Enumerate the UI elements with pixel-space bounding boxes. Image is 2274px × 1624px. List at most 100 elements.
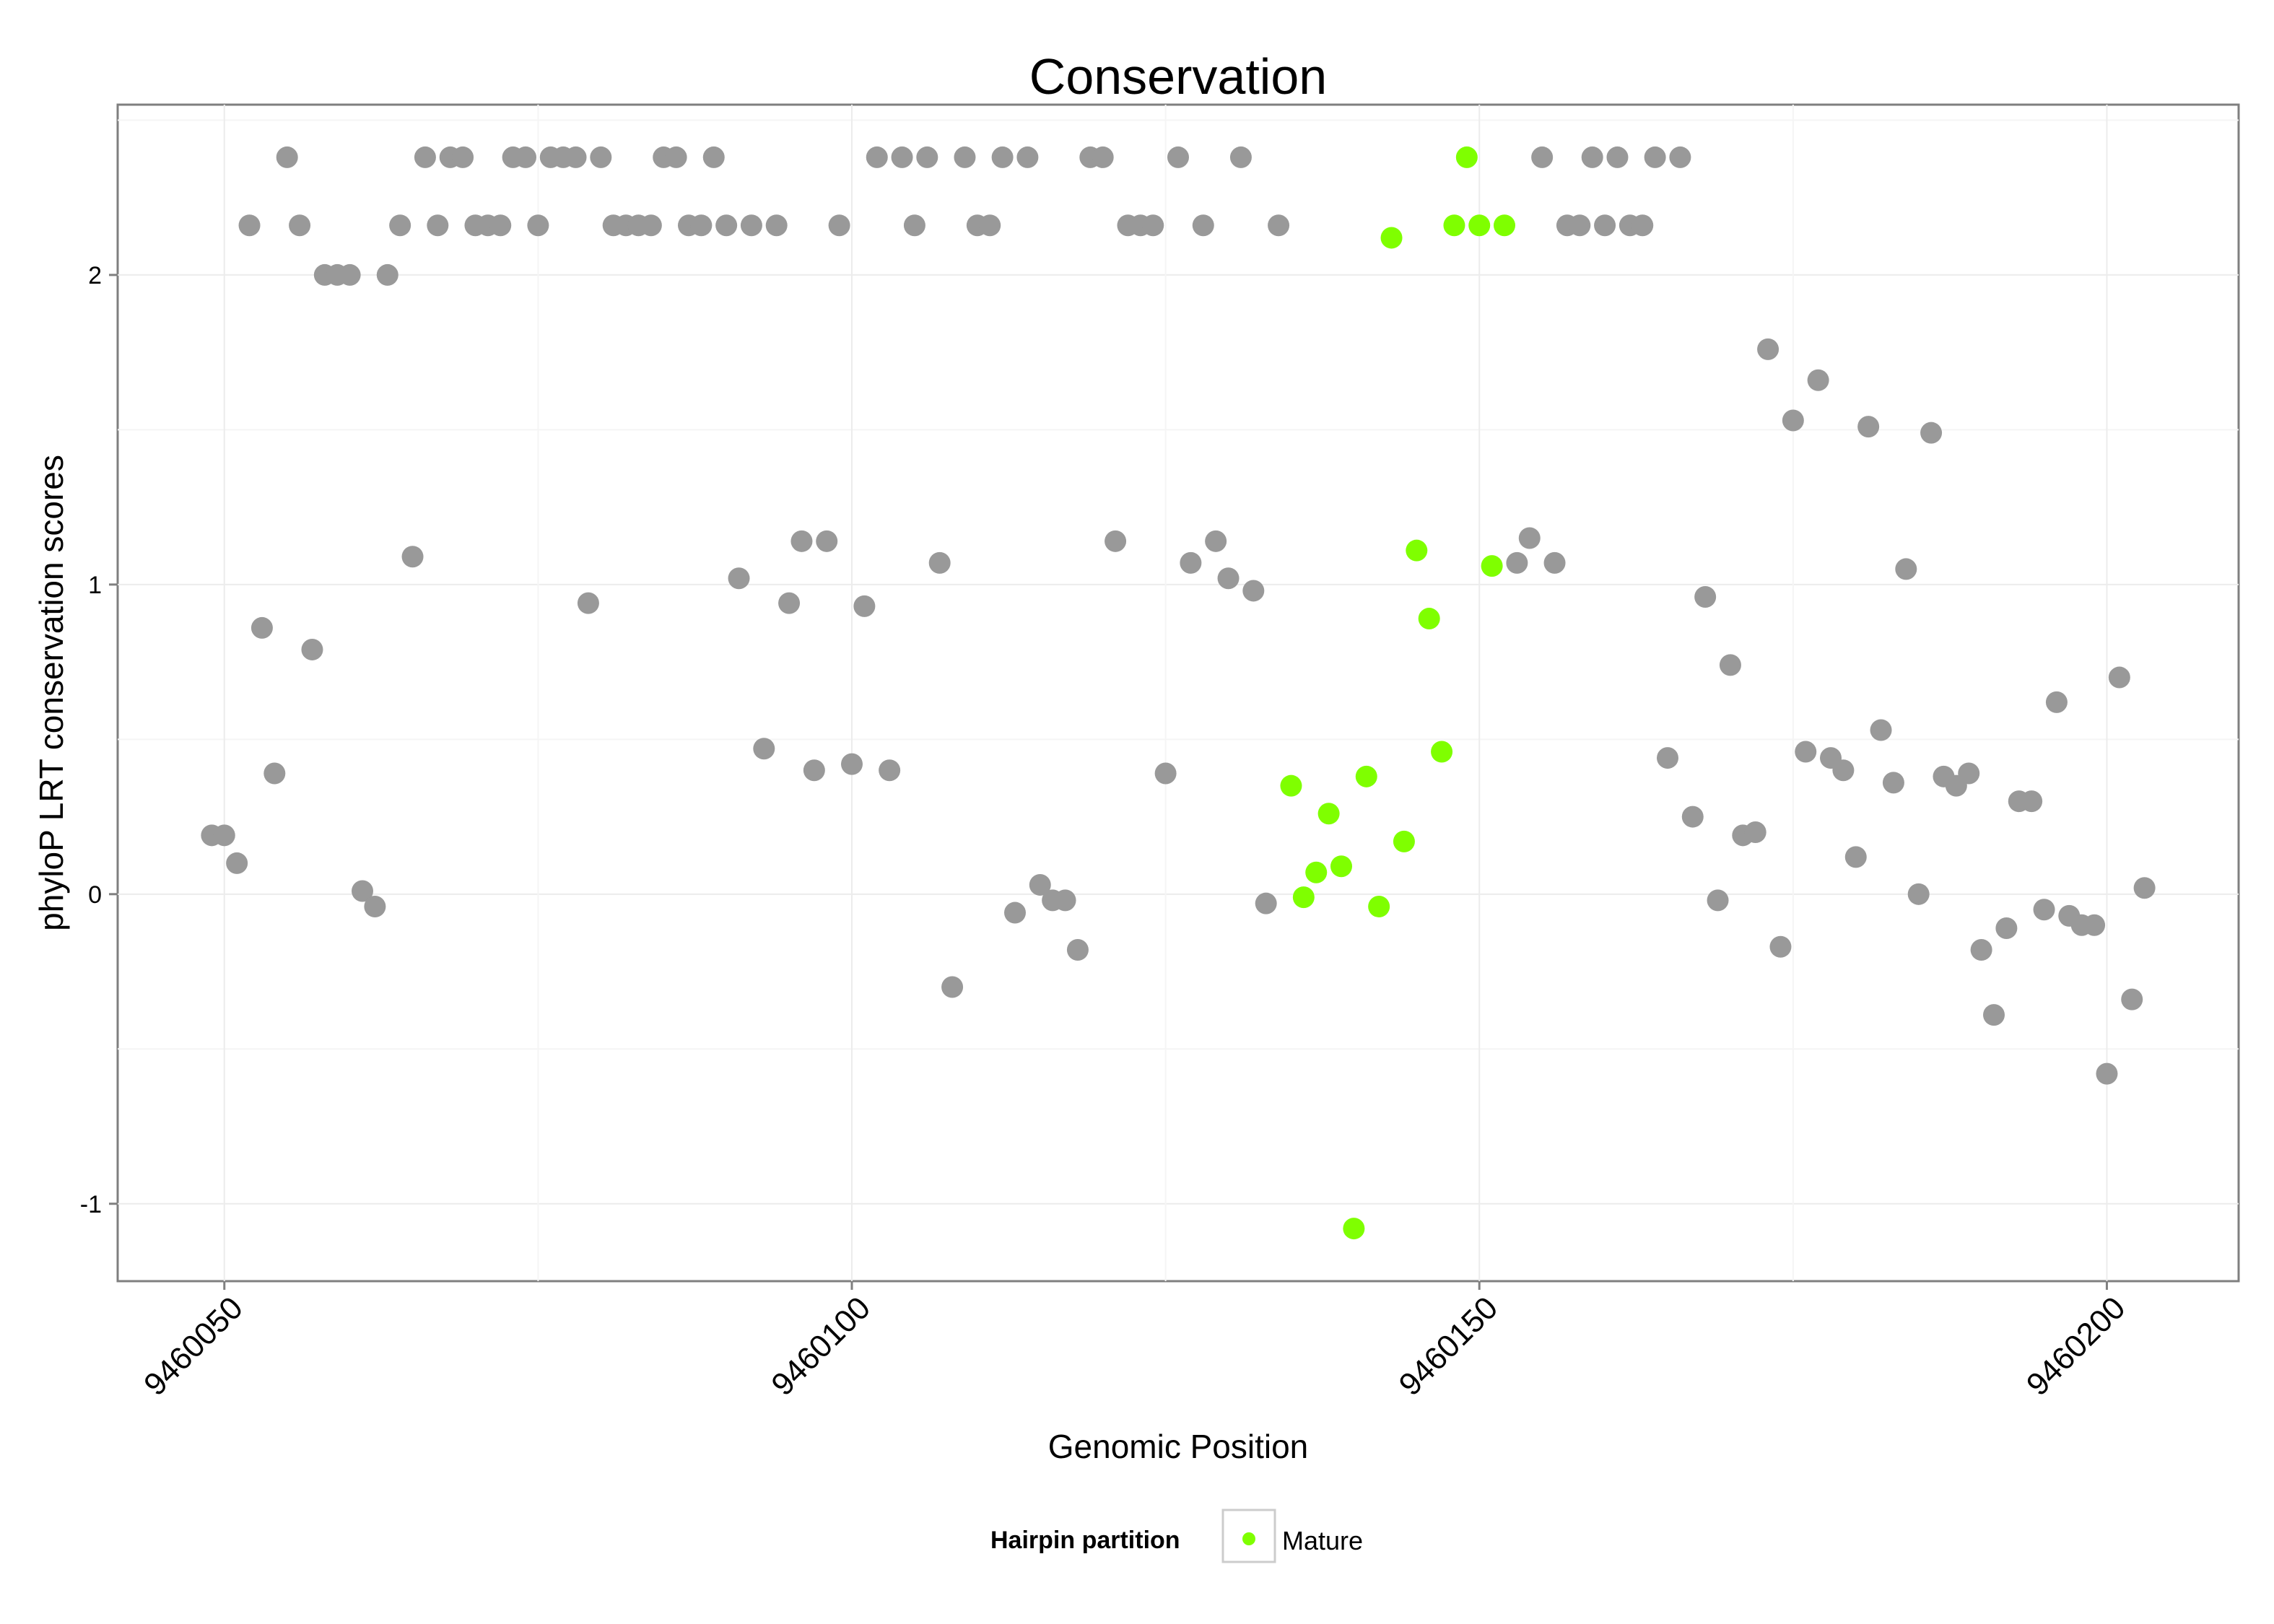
- point-mature: [1305, 862, 1327, 883]
- chart-title: Conservation: [1029, 48, 1327, 105]
- legend-label-mature: Mature: [1282, 1526, 1363, 1555]
- point-other: [1694, 586, 1716, 608]
- point-other: [790, 531, 812, 552]
- conservation-scatter-chart: -10129460050 9460100 9460150 9460200 Conser…: [0, 0, 2274, 1624]
- point-other: [728, 567, 750, 589]
- point-other: [1644, 147, 1666, 168]
- point-other: [1004, 902, 1026, 924]
- point-other: [452, 147, 474, 168]
- point-other: [515, 147, 536, 168]
- point-other: [690, 214, 712, 236]
- point-other: [1606, 147, 1628, 168]
- point-other: [841, 754, 863, 775]
- point-other: [565, 147, 587, 168]
- point-other: [1255, 893, 1277, 914]
- point-other: [1769, 936, 1791, 958]
- point-other: [1808, 370, 1829, 391]
- point-other: [992, 147, 1014, 168]
- point-other: [904, 214, 925, 236]
- point-other: [1067, 939, 1089, 961]
- point-mature: [1280, 775, 1302, 797]
- point-other: [1983, 1004, 2005, 1026]
- point-other: [979, 214, 1001, 236]
- point-other: [766, 214, 788, 236]
- point-other: [1105, 531, 1126, 552]
- point-other: [590, 147, 611, 168]
- point-other: [1205, 531, 1227, 552]
- point-other: [1594, 214, 1616, 236]
- point-mature: [1356, 766, 1377, 787]
- point-other: [289, 214, 310, 236]
- point-other: [1857, 416, 1879, 437]
- point-other: [339, 264, 361, 286]
- point-other: [829, 214, 850, 236]
- point-other: [1218, 567, 1240, 589]
- point-other: [866, 147, 888, 168]
- point-other: [1870, 719, 1892, 741]
- point-other: [1920, 422, 1942, 444]
- point-other: [666, 147, 687, 168]
- point-other: [1092, 147, 1114, 168]
- y-tick-label: 0: [88, 881, 102, 909]
- point-other: [427, 214, 448, 236]
- point-mature: [1494, 214, 1515, 236]
- point-other: [301, 639, 323, 660]
- point-other: [489, 214, 511, 236]
- point-other: [527, 214, 549, 236]
- x-axis-title: Genomic Position: [1048, 1428, 1309, 1465]
- point-other: [1544, 552, 1566, 574]
- point-other: [2021, 790, 2042, 812]
- point-other: [741, 214, 762, 236]
- point-other: [1782, 410, 1804, 432]
- point-other: [2046, 691, 2068, 713]
- point-other: [263, 763, 285, 785]
- point-mature: [1468, 214, 1490, 236]
- point-other: [1707, 889, 1729, 911]
- x-tick-label: 9460200: [2020, 1290, 2133, 1402]
- point-other: [1682, 806, 1704, 828]
- legend-key-mature-dot: [1242, 1532, 1255, 1545]
- point-other: [2109, 667, 2130, 689]
- point-mature: [1419, 608, 1440, 629]
- point-mature: [1431, 741, 1452, 763]
- point-mature: [1330, 855, 1352, 877]
- point-other: [816, 531, 837, 552]
- point-other: [1657, 747, 1678, 769]
- point-other: [916, 147, 938, 168]
- point-other: [402, 546, 424, 567]
- plot-background: [118, 105, 2239, 1281]
- point-other: [715, 214, 737, 236]
- point-other: [2096, 1063, 2117, 1085]
- point-other: [879, 759, 900, 781]
- point-mature: [1456, 147, 1478, 168]
- point-mature: [1318, 803, 1340, 824]
- point-other: [892, 147, 913, 168]
- point-other: [941, 977, 963, 998]
- point-other: [1016, 147, 1038, 168]
- point-other: [1895, 558, 1917, 580]
- legend-title: Hairpin partition: [990, 1527, 1180, 1554]
- point-other: [1155, 763, 1177, 785]
- point-other: [1531, 147, 1553, 168]
- point-other: [1582, 147, 1603, 168]
- point-other: [1995, 917, 2017, 939]
- point-other: [954, 147, 975, 168]
- point-other: [1832, 759, 1854, 781]
- point-other: [640, 214, 662, 236]
- point-other: [239, 214, 261, 236]
- point-other: [853, 595, 875, 617]
- point-other: [578, 593, 599, 614]
- point-other: [1971, 939, 1992, 961]
- point-other: [1883, 772, 1904, 793]
- point-other: [2121, 989, 2143, 1010]
- y-axis-title: phyloP LRT conservation scores: [32, 455, 70, 931]
- y-tick-label: 1: [88, 572, 102, 599]
- point-other: [1669, 147, 1691, 168]
- point-other: [1180, 552, 1201, 574]
- legend: Hairpin partition Mature: [990, 1510, 1363, 1562]
- point-other: [1519, 528, 1541, 549]
- point-other: [414, 147, 436, 168]
- y-tick-label: -1: [80, 1191, 102, 1218]
- point-other: [251, 617, 273, 639]
- point-other: [214, 824, 235, 846]
